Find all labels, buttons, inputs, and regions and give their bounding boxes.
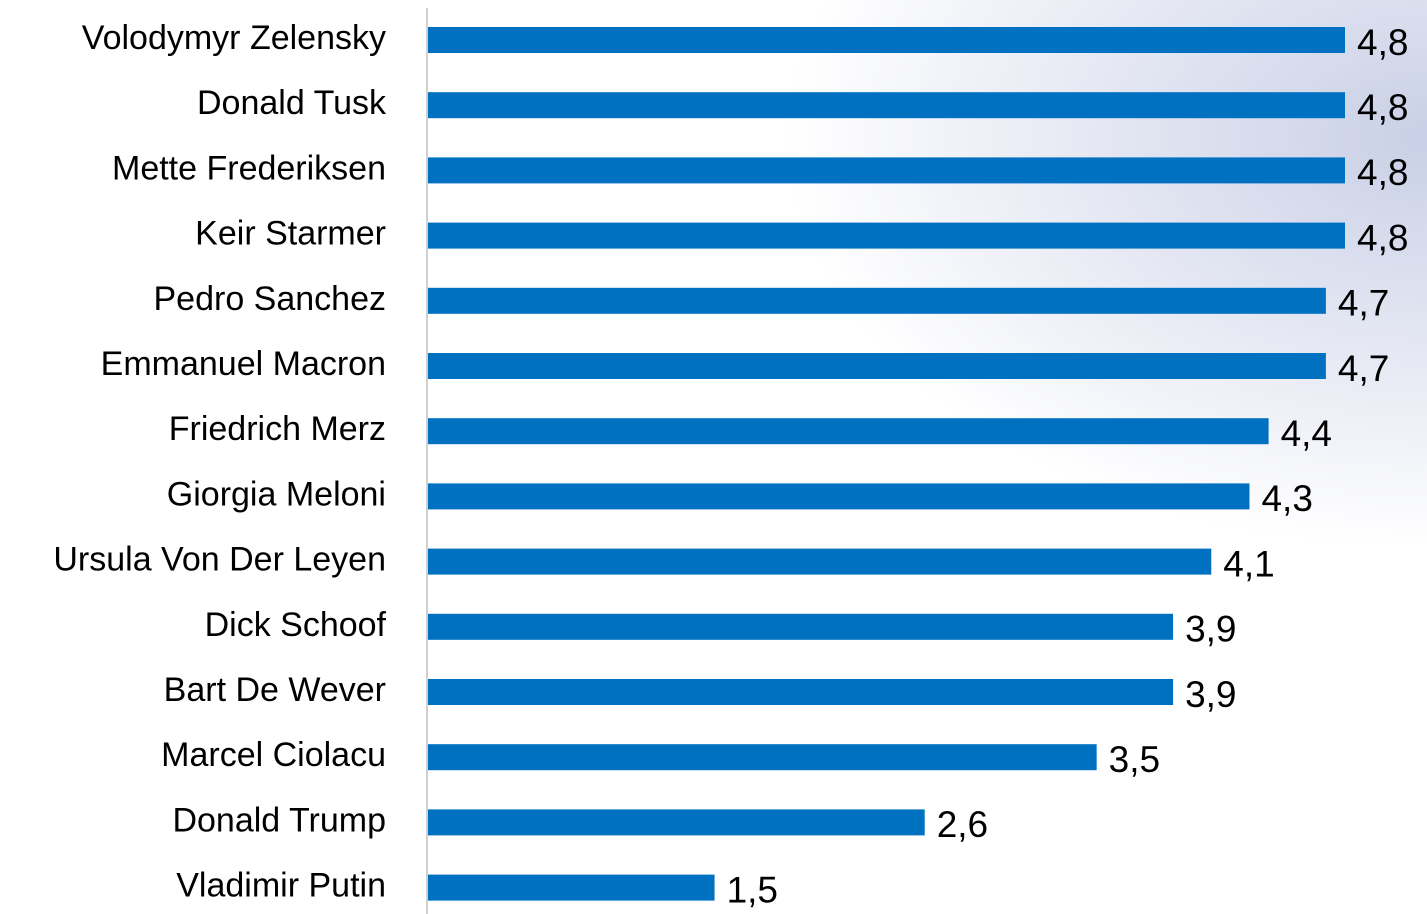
- value-label: 4,8: [1357, 22, 1408, 63]
- category-label: Donald Tusk: [197, 84, 387, 122]
- category-label: Donald Trump: [172, 801, 386, 839]
- bar: [428, 875, 715, 901]
- bar: [428, 157, 1345, 183]
- value-label: 4,4: [1281, 413, 1332, 454]
- bar: [428, 288, 1326, 314]
- bar: [428, 549, 1211, 575]
- value-label: 4,8: [1357, 217, 1408, 258]
- category-label: Dick Schoof: [205, 606, 387, 644]
- page: {"chart_data": {"type": "bar", "orientat…: [0, 0, 1427, 914]
- category-label: Mette Frederiksen: [112, 149, 386, 187]
- value-label: 2,6: [937, 804, 988, 845]
- chart: Volodymyr Zelensky 4,8 Donald Tusk 4,8 Mette…: [0, 0, 1427, 914]
- category-label: Ursula Von Der Leyen: [53, 541, 386, 579]
- category-label: Pedro Sanchez: [154, 280, 387, 318]
- value-label: 4,1: [1223, 543, 1274, 584]
- category-label: Bart De Wever: [164, 671, 386, 709]
- value-label: 3,9: [1185, 609, 1236, 650]
- bar: [428, 418, 1269, 444]
- value-label: 4,8: [1357, 152, 1408, 193]
- bar: [428, 614, 1173, 640]
- category-label: Vladimir Putin: [176, 867, 386, 905]
- category-label: Giorgia Meloni: [167, 475, 386, 513]
- category-label: Keir Starmer: [195, 215, 386, 253]
- value-label: 4,7: [1338, 283, 1389, 324]
- value-label: 3,5: [1109, 739, 1160, 780]
- value-label: 1,5: [727, 869, 778, 910]
- value-label: 4,3: [1261, 478, 1312, 519]
- category-label: Friedrich Merz: [169, 410, 386, 448]
- bar: [428, 353, 1326, 379]
- bar: [428, 27, 1345, 53]
- bar: [428, 223, 1345, 249]
- value-label: 4,7: [1338, 348, 1389, 389]
- value-label: 3,9: [1185, 674, 1236, 715]
- bar: [428, 744, 1097, 770]
- bar: [428, 483, 1249, 509]
- category-label: Emmanuel Macron: [101, 345, 386, 383]
- background: [0, 0, 1427, 914]
- bar: [428, 679, 1173, 705]
- value-label: 4,8: [1357, 87, 1408, 128]
- bar: [428, 92, 1345, 118]
- bar: [428, 809, 925, 835]
- category-label: Volodymyr Zelensky: [82, 19, 386, 57]
- category-label: Marcel Ciolacu: [161, 736, 386, 774]
